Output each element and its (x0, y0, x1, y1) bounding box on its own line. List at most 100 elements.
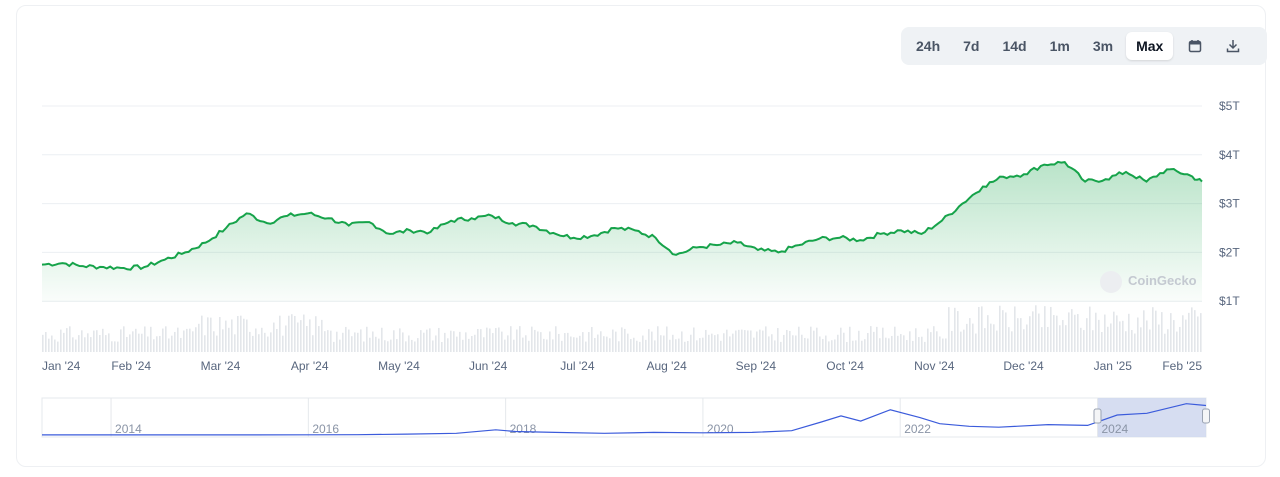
volume-bar (1179, 326, 1181, 352)
range-7d-button[interactable]: 7d (963, 38, 980, 54)
navigator-window[interactable] (1097, 398, 1206, 437)
volume-bar (951, 330, 953, 352)
volume-bar (159, 335, 161, 352)
navigator[interactable]: 2014 2016 2018 2020 2022 2024 (41, 397, 1210, 438)
volume-bar (87, 333, 89, 352)
volume-bar (966, 323, 968, 352)
volume-bar (1074, 314, 1076, 352)
volume-bar (333, 341, 335, 352)
x-tick-label: Jul '24 (560, 359, 595, 373)
volume-bar (912, 340, 914, 352)
volume-bar (189, 328, 191, 352)
volume-bar (1020, 318, 1022, 352)
volume-bar (633, 337, 635, 352)
volume-bar (843, 332, 845, 352)
volume-bar (684, 341, 686, 352)
volume-bar (459, 331, 461, 352)
volume-bar (420, 330, 422, 352)
volume-bar (657, 326, 659, 352)
volume-bar (492, 333, 494, 352)
volume-bar (216, 335, 218, 352)
volume-bar (1065, 325, 1067, 352)
range-1m-button[interactable]: 1m (1049, 38, 1070, 54)
navigator-handle[interactable] (1202, 408, 1210, 424)
volume-bar (1029, 316, 1031, 352)
volume-bar (267, 336, 269, 352)
volume-bar (465, 332, 467, 352)
volume-bar (1140, 327, 1142, 352)
volume-bar (360, 329, 362, 352)
range-14d-button[interactable]: 14d (1002, 38, 1027, 54)
volume-bar (630, 339, 632, 352)
volume-bar (759, 329, 761, 352)
volume-bar (783, 334, 785, 352)
volume-bar (570, 336, 572, 352)
x-tick-label: Nov '24 (914, 359, 955, 373)
volume-bar (996, 330, 998, 352)
range-max-button[interactable]: Max (1126, 32, 1174, 60)
volume-bar (642, 335, 644, 352)
volume-bar (1083, 330, 1085, 352)
volume-bar (741, 329, 743, 352)
volume-bar (738, 329, 740, 352)
volume-bar (801, 334, 803, 352)
volume-bar (699, 338, 701, 352)
volume-bar (585, 341, 587, 352)
calendar-button[interactable] (1176, 32, 1214, 60)
volume-bar (567, 332, 569, 352)
volume-bar (636, 340, 638, 352)
volume-bar (930, 332, 932, 352)
volume-bar (816, 327, 818, 352)
volume-bar (960, 331, 962, 352)
volume-bar (138, 333, 140, 352)
volume-bar (1134, 333, 1136, 352)
navigator-handle[interactable] (1093, 408, 1102, 424)
volume-bar (897, 335, 899, 352)
volume-bar (45, 332, 47, 352)
volume-bar (1131, 330, 1133, 352)
x-axis-ticks: Jan '24 Feb '24 Mar '24 Apr '24 May '24 Jun '… (42, 359, 1202, 373)
volume-bar (108, 333, 110, 352)
volume-bar (405, 341, 407, 352)
volume-bar (864, 339, 866, 352)
volume-bar (78, 335, 80, 352)
volume-bar (438, 327, 440, 352)
range-selector: 24h 7d 14d 1m 3m Max (901, 27, 1267, 65)
volume-bar (513, 339, 515, 352)
volume-bar (552, 339, 554, 352)
volume-bar (627, 333, 629, 352)
volume-bar (708, 334, 710, 352)
volume-bar (1032, 311, 1034, 352)
volume-bar (120, 329, 122, 352)
volume-bar (1098, 319, 1100, 352)
volume-bar (672, 334, 674, 352)
navigator-tick-label: 2022 (904, 422, 931, 436)
volume-bar (1092, 330, 1094, 352)
volume-bar (543, 338, 545, 352)
volume-bar (603, 336, 605, 352)
volume-bar (852, 340, 854, 352)
volume-bar (777, 328, 779, 352)
volume-bar (990, 323, 992, 352)
volume-bar (75, 339, 77, 352)
range-3m-button[interactable]: 3m (1092, 38, 1114, 54)
volume-bar (795, 335, 797, 352)
range-24h-button[interactable]: 24h (916, 38, 941, 54)
volume-bar (306, 326, 308, 352)
volume-bar (945, 338, 947, 352)
volume-bar (156, 336, 158, 352)
volume-bar (1035, 305, 1037, 352)
volume-bar (564, 333, 566, 352)
volume-bar (792, 335, 794, 352)
volume-bar (1110, 323, 1112, 352)
volume-bar (717, 334, 719, 352)
volume-bar (891, 335, 893, 352)
volume-bar (264, 332, 266, 352)
volume-bar (339, 339, 341, 352)
volume-bar (729, 336, 731, 352)
volume-bar (462, 339, 464, 352)
download-button[interactable] (1214, 32, 1252, 60)
volume-bar (261, 327, 263, 352)
volume-bar (789, 330, 791, 352)
volume-bar (1119, 321, 1121, 352)
